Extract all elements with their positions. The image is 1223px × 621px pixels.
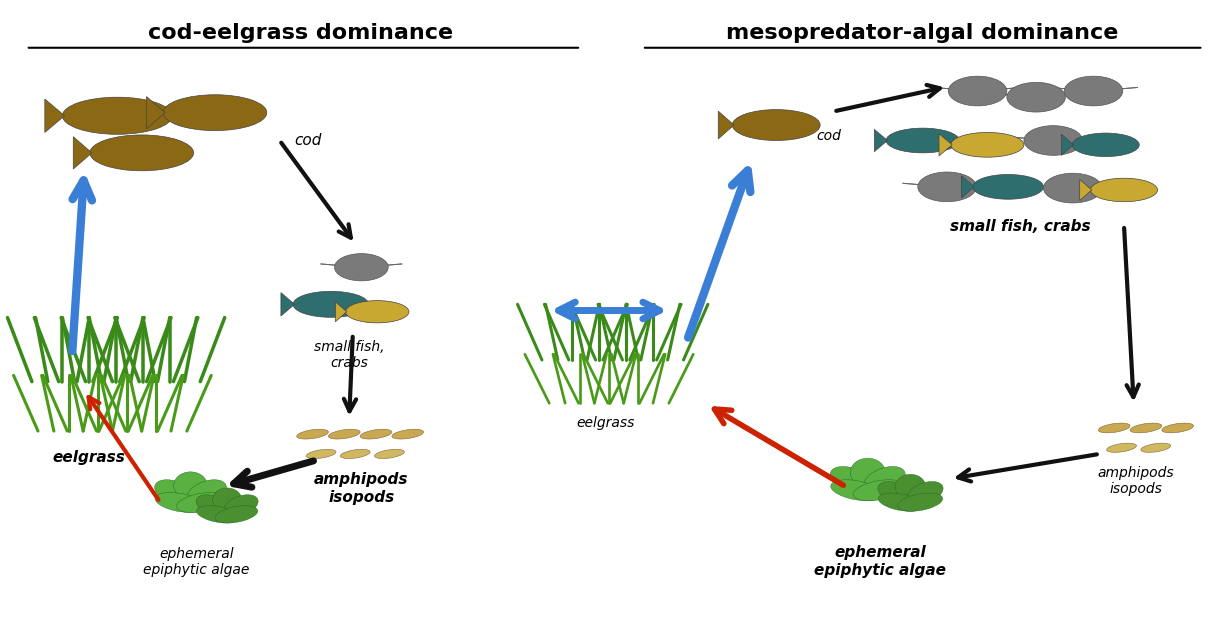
- Ellipse shape: [187, 480, 226, 505]
- Ellipse shape: [1073, 133, 1140, 156]
- Circle shape: [1043, 173, 1102, 203]
- Polygon shape: [45, 99, 65, 132]
- Circle shape: [1024, 125, 1082, 155]
- Text: amphipods
isopods: amphipods isopods: [314, 473, 408, 505]
- Polygon shape: [1062, 134, 1074, 155]
- Ellipse shape: [1162, 423, 1194, 433]
- Ellipse shape: [174, 472, 208, 499]
- Ellipse shape: [850, 458, 885, 487]
- Text: small fish, crabs: small fish, crabs: [950, 219, 1091, 234]
- Ellipse shape: [297, 429, 329, 439]
- Ellipse shape: [155, 492, 204, 512]
- Ellipse shape: [950, 132, 1024, 157]
- Polygon shape: [147, 96, 165, 129]
- Ellipse shape: [830, 480, 882, 501]
- Text: eelgrass: eelgrass: [576, 415, 635, 430]
- Polygon shape: [961, 176, 974, 198]
- Polygon shape: [874, 129, 888, 152]
- Ellipse shape: [972, 175, 1043, 199]
- Circle shape: [917, 172, 976, 202]
- Ellipse shape: [176, 492, 226, 512]
- Text: small fish,
crabs: small fish, crabs: [314, 340, 384, 369]
- Text: amphipods
isopods: amphipods isopods: [1098, 466, 1174, 497]
- Ellipse shape: [907, 481, 943, 504]
- Ellipse shape: [360, 429, 391, 439]
- Ellipse shape: [898, 493, 943, 511]
- Ellipse shape: [1091, 178, 1157, 202]
- Ellipse shape: [854, 480, 905, 501]
- Ellipse shape: [345, 301, 408, 323]
- Ellipse shape: [215, 505, 258, 523]
- Text: ephemeral
epiphytic algae: ephemeral epiphytic algae: [815, 545, 945, 578]
- Circle shape: [1007, 83, 1065, 112]
- Ellipse shape: [374, 450, 405, 458]
- Ellipse shape: [1098, 423, 1130, 433]
- Ellipse shape: [294, 291, 368, 317]
- Ellipse shape: [163, 95, 267, 130]
- Circle shape: [948, 76, 1007, 106]
- Polygon shape: [939, 134, 953, 156]
- Ellipse shape: [733, 109, 821, 140]
- Ellipse shape: [863, 466, 905, 492]
- Text: cod: cod: [295, 133, 322, 148]
- Ellipse shape: [885, 128, 959, 153]
- Ellipse shape: [329, 429, 360, 439]
- Text: mesopredator-algal dominance: mesopredator-algal dominance: [726, 23, 1119, 43]
- Ellipse shape: [213, 488, 242, 512]
- Ellipse shape: [878, 481, 914, 504]
- Text: ephemeral
epiphytic algae: ephemeral epiphytic algae: [143, 546, 249, 577]
- Text: eelgrass: eelgrass: [53, 450, 126, 465]
- Ellipse shape: [224, 495, 258, 517]
- Polygon shape: [718, 111, 734, 139]
- Ellipse shape: [89, 135, 193, 171]
- Ellipse shape: [1141, 443, 1170, 452]
- Ellipse shape: [340, 450, 371, 458]
- Ellipse shape: [1130, 423, 1162, 433]
- Ellipse shape: [197, 505, 240, 523]
- Ellipse shape: [1107, 443, 1136, 452]
- Polygon shape: [281, 292, 295, 316]
- Polygon shape: [335, 302, 347, 322]
- Circle shape: [1064, 76, 1123, 106]
- Ellipse shape: [62, 97, 172, 134]
- Circle shape: [335, 253, 388, 281]
- Text: cod-eelgrass dominance: cod-eelgrass dominance: [148, 23, 453, 43]
- Ellipse shape: [154, 480, 194, 505]
- Ellipse shape: [196, 495, 230, 517]
- Ellipse shape: [306, 450, 336, 458]
- Ellipse shape: [830, 466, 872, 492]
- Polygon shape: [1080, 179, 1092, 201]
- Ellipse shape: [391, 429, 423, 439]
- Polygon shape: [73, 137, 92, 169]
- Ellipse shape: [895, 474, 926, 499]
- Ellipse shape: [878, 493, 923, 511]
- Text: cod: cod: [817, 129, 841, 143]
